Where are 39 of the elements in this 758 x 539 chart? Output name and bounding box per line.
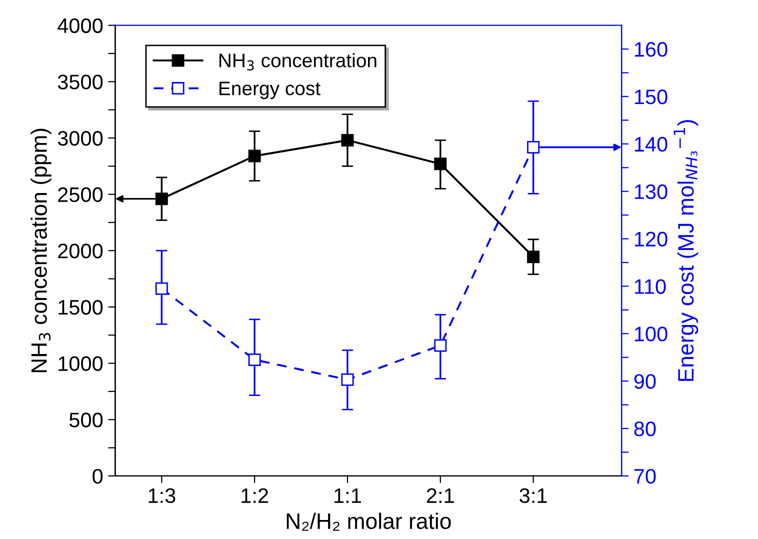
- y-tick-label: 3500: [58, 74, 103, 90]
- x-tick-label: 3:1: [520, 488, 547, 504]
- point: [527, 140, 540, 154]
- point: [155, 192, 168, 206]
- y-tick-label: 2000: [58, 244, 103, 258]
- y-tick-label: 3000: [58, 130, 103, 146]
- y2-tick-label: 160: [634, 42, 668, 57]
- y2-tick-label: 90: [634, 374, 656, 389]
- y-axis-title: NH$_{3}$ concentration (ppm): [30, 128, 52, 372]
- y2-tick-label: 120: [634, 232, 668, 247]
- point: [434, 339, 447, 352]
- y2-tick-label: 70: [634, 468, 656, 484]
- y2-tick-label: 150: [634, 89, 668, 104]
- y-tick-label: 2500: [58, 187, 103, 202]
- point: [341, 134, 354, 146]
- point: [341, 373, 354, 386]
- legend-label: Energy cost: [220, 82, 320, 100]
- x-tick-label: 1:1: [334, 488, 361, 503]
- y2-tick-label: 100: [634, 326, 668, 342]
- point: [434, 158, 447, 170]
- y-tick-label: 500: [69, 412, 103, 428]
- point: [248, 353, 261, 366]
- point: [155, 282, 168, 295]
- y2-tick-label: 130: [634, 184, 668, 200]
- x-tick-label: 1:2: [242, 488, 268, 503]
- y2-tick-label: 140: [634, 136, 668, 152]
- y-tick-label: 0: [92, 468, 103, 484]
- point: [248, 150, 261, 162]
- y-tick-label: 1000: [58, 356, 103, 372]
- x-axis-title: N₂/H₂ molar ratio: [286, 512, 451, 531]
- y-tick-label: 1500: [58, 300, 103, 315]
- y-tick-label: 4000: [58, 18, 103, 34]
- y2-tick-label: 80: [634, 422, 656, 436]
- y2-axis-title: Energy cost (MJ mol$_{NH₃}$$^{−1}$): [674, 120, 698, 381]
- x-tick-label: 2:1: [426, 488, 454, 503]
- legend-label: NH$_{3}$ concentration: [220, 53, 376, 71]
- y2-tick-label: 110: [634, 279, 666, 294]
- point: [527, 250, 540, 264]
- x-tick-label: 1:3: [148, 488, 176, 504]
